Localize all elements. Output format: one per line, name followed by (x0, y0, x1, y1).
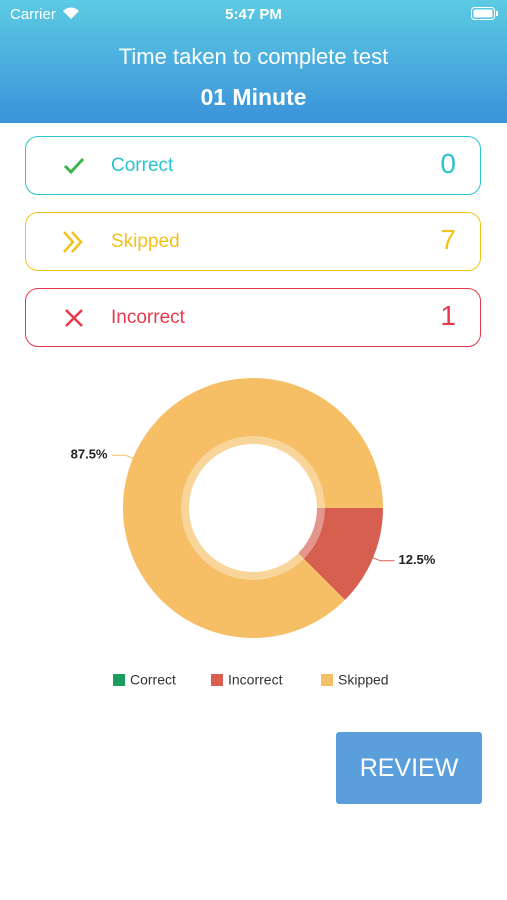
legend-swatch (113, 674, 125, 686)
legend-swatch (321, 674, 333, 686)
data-label: 12.5% (398, 552, 435, 567)
header-title: Time taken to complete test (118, 44, 389, 69)
summary-value: 7 (440, 224, 456, 255)
header-subtitle: 01 Minute (200, 84, 307, 110)
summary-label: Correct (111, 155, 174, 176)
summary-value: 1 (440, 300, 456, 331)
donut-hole (189, 444, 317, 572)
check-icon (63, 157, 85, 175)
summary-card: Correct 0 (25, 136, 481, 195)
clock: 5:47 PM (225, 6, 282, 23)
legend-label: Correct (130, 672, 176, 688)
data-label: 87.5% (71, 447, 108, 462)
legend-label: Incorrect (228, 672, 283, 688)
header: Carrier 5:47 PM Time taken to complete t… (0, 0, 507, 123)
donut-chart: 12.5% 87.5% Correct Incorrect Skipped (71, 378, 436, 688)
review-button[interactable]: REVIEW (336, 732, 482, 804)
leader-line (363, 553, 395, 562)
summary-card: Incorrect 1 (25, 288, 481, 347)
skip-icon (63, 231, 83, 253)
summary-card: Skipped 7 (25, 212, 481, 271)
cross-icon (65, 309, 83, 327)
summary-label: Incorrect (111, 307, 185, 328)
leader-line (111, 454, 143, 463)
summary-label: Skipped (111, 231, 180, 252)
carrier: Carrier (10, 6, 56, 23)
legend-swatch (211, 674, 223, 686)
summary-value: 0 (440, 148, 456, 179)
legend-label: Skipped (338, 672, 389, 688)
wifi-icon (63, 7, 79, 19)
battery-icon (471, 7, 498, 20)
